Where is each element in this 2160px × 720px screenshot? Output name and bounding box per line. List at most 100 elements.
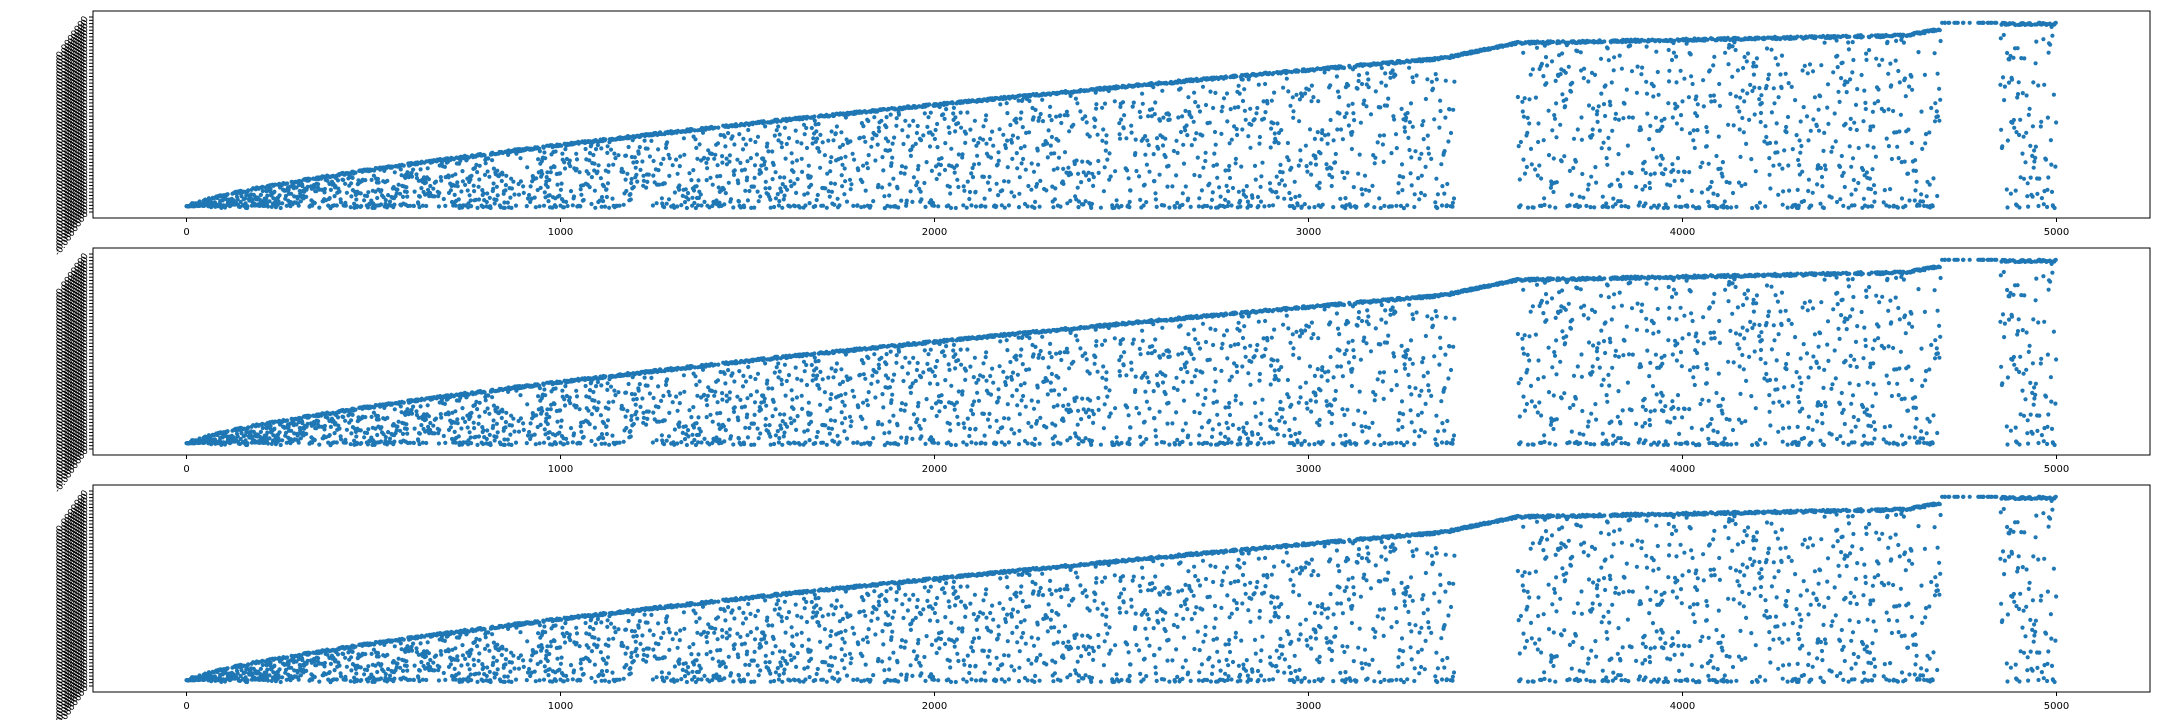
scatter-point [593,147,599,152]
scatter-point [1860,34,1865,39]
scatter-point [1708,184,1713,190]
scatter-point [890,141,895,146]
scatter-point [675,204,680,209]
scatter-point [1541,74,1546,79]
scatter-point [1162,203,1167,208]
scatter-point [1814,123,1819,129]
scatter-point [738,205,743,210]
scatter-point [1434,77,1439,82]
scatter-point [2033,61,2038,66]
scatter-point [446,175,451,180]
scatter-point [628,197,633,202]
scatter-point [2016,80,2021,85]
scatter-point [617,203,622,208]
scatter-point [1575,127,1580,132]
scatter-point [1571,136,1577,141]
scatter-point [1451,196,1457,201]
scatter-point [1668,183,1673,188]
scatter-point [455,180,460,185]
scatter-point [2033,144,2038,149]
scatter-point [1034,181,1040,187]
scatter-point [2035,191,2040,196]
scatter-point [1372,161,1377,166]
scatter-point [1256,204,1261,209]
scatter-point [597,198,602,203]
scatter-point [1870,204,1875,209]
scatter-point [915,180,920,185]
scatter-point [1131,100,1136,105]
scatter-point [1598,56,1604,61]
scatter-point [1767,140,1773,146]
scatter-point [1859,72,1864,78]
scatter-point [518,179,524,184]
scatter-point [332,194,337,199]
scatter-point [289,191,294,196]
scatter-point [2037,176,2042,181]
scatter-point [394,191,399,196]
scatter-point [1242,108,1247,113]
scatter-point [724,162,730,167]
scatter-point [465,188,470,193]
scatter-point [629,180,634,186]
scatter-point [1407,65,1412,70]
scatter-point [1961,20,1966,25]
scatter-point [1269,126,1274,131]
scatter-point [1567,203,1572,208]
scatter-point [1590,132,1595,138]
scatter-point [1144,200,1149,205]
scatter-point [1748,82,1753,87]
scatter-point [1020,125,1025,130]
scatter-point [983,118,988,123]
scatter-point [1329,166,1334,171]
scatter-point [770,149,775,154]
scatter-point [996,150,1001,155]
scatter-point [1742,54,1747,60]
scatter-point [1673,204,1678,209]
scatter-point [1675,104,1680,109]
scatter-point [808,174,813,179]
scatter-point [1819,63,1824,68]
scatter-point [2002,84,2007,89]
scatter-point [1318,151,1323,156]
scatter-point [1998,36,2003,41]
scatter-point [990,129,995,134]
scatter-point [1038,111,1043,117]
scatter-point [699,203,704,208]
scatter-point [732,168,737,173]
scatter-point [269,204,274,209]
scatter-point [1038,178,1043,183]
scatter-point [722,134,727,139]
scatter-point [1729,205,1734,210]
scatter-point [994,181,999,186]
scatter-point [586,171,591,176]
scatter-point [1275,121,1280,126]
scatter-point [1653,115,1658,120]
scatter-point [1584,203,1589,208]
scatter-point [405,194,410,199]
scatter-point [456,197,461,202]
scatter-point [1382,203,1387,208]
scatter-point [918,138,924,143]
scatter-point [764,166,769,171]
scatter-point [789,184,794,189]
scatter-point [633,165,638,170]
scatter-point [1138,197,1143,202]
scatter-point [1705,129,1710,134]
scatter-point [2053,20,2058,25]
scatter-point [1635,64,1640,69]
scatter-point [1080,159,1085,164]
scatter-point [1269,98,1274,103]
scatter-point [1661,172,1666,177]
scatter-point [1757,97,1762,102]
scatter-point [601,199,606,204]
scatter-point [1157,172,1162,177]
scatter-point [592,161,597,166]
scatter-point [1909,74,1914,79]
scatter-point [949,146,954,151]
scatter-point [1153,191,1158,196]
scatter-point [1778,72,1783,77]
scatter-point [1660,124,1665,129]
scatter-point [948,205,954,210]
scatter-point [1140,101,1145,106]
scatter-point [1331,205,1336,210]
